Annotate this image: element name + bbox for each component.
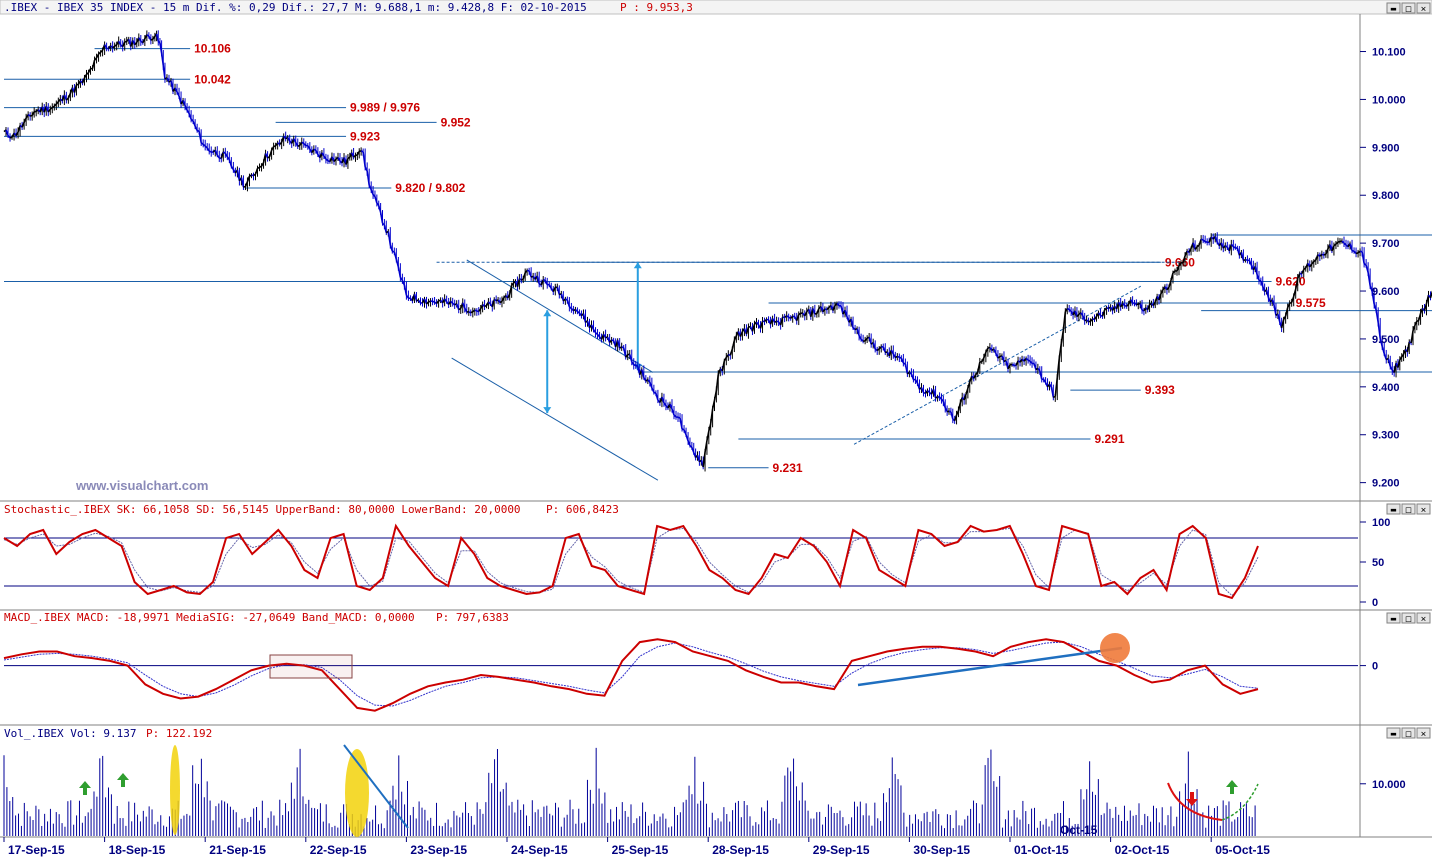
level-label: 10.106 <box>194 42 231 56</box>
volume-header-p: P: 122.192 <box>146 727 212 740</box>
date-tick-label: 25-Sep-15 <box>612 843 669 857</box>
watermark: www.visualchart.com <box>75 478 208 493</box>
date-tick-label: 24-Sep-15 <box>511 843 568 857</box>
price-tick-label: 9.600 <box>1372 286 1400 298</box>
macd-highlight-box <box>270 655 352 678</box>
window-button-glyph: ▬ <box>1391 730 1397 740</box>
price-tick-label: 10.100 <box>1372 47 1406 59</box>
date-tick-label: 05-Oct-15 <box>1215 843 1270 857</box>
level-label: 9.575 <box>1296 296 1326 310</box>
window-button-glyph: ▬ <box>1391 506 1397 516</box>
date-tick-label: 22-Sep-15 <box>310 843 367 857</box>
date-tick-label: 23-Sep-15 <box>410 843 467 857</box>
price-tick-label: 9.500 <box>1372 334 1400 346</box>
stochastic-tick-label: 100 <box>1372 517 1390 529</box>
macd-tick-label: 0 <box>1372 661 1378 673</box>
level-label: 9.952 <box>441 115 471 129</box>
macd-highlight-circle <box>1100 633 1130 663</box>
stochastic-tick-label: 0 <box>1372 597 1378 609</box>
price-tick-label: 9.700 <box>1372 238 1400 250</box>
volume-window-buttons[interactable]: ▬ □ ✕ <box>1387 728 1430 740</box>
oct-label: Oct-15 <box>1060 823 1098 837</box>
date-tick-label: 01-Oct-15 <box>1014 843 1069 857</box>
macd-window-buttons[interactable]: ▬ □ ✕ <box>1387 613 1430 625</box>
window-button-glyph: ✕ <box>1421 5 1426 15</box>
date-tick-label: 18-Sep-15 <box>109 843 166 857</box>
volume-header: Vol_.IBEX Vol: 9.137 <box>4 727 136 740</box>
date-tick-label: 02-Oct-15 <box>1115 843 1170 857</box>
macd-header-p: P: 797,6383 <box>436 611 509 624</box>
date-tick-label: 29-Sep-15 <box>813 843 870 857</box>
window-button-glyph: ▬ <box>1391 615 1397 625</box>
window-button-glyph: □ <box>1406 506 1412 516</box>
stochastic-header: Stochastic_.IBEX SK: 66,1058 SD: 56,5145… <box>4 503 521 516</box>
macd-header: MACD_.IBEX MACD: -18,9971 MediaSIG: -27,… <box>4 611 415 624</box>
level-label: 9.820 / 9.802 <box>395 181 465 195</box>
level-label: 9.393 <box>1145 383 1175 397</box>
window-button-glyph: □ <box>1406 730 1412 740</box>
price-tick-label: 9.200 <box>1372 478 1400 490</box>
window-button-glyph: □ <box>1406 615 1412 625</box>
price-tick-label: 9.400 <box>1372 382 1400 394</box>
level-label: 9.291 <box>1094 432 1124 446</box>
main-header-p: P : 9.953,3 <box>620 1 693 14</box>
stochastic-tick-label: 50 <box>1372 557 1384 569</box>
level-label: 9.231 <box>773 461 803 475</box>
price-tick-label: 9.800 <box>1372 190 1400 202</box>
stochastic-window-buttons[interactable]: ▬ □ ✕ <box>1387 504 1430 516</box>
volume-tick-label: 10.000 <box>1372 779 1406 791</box>
level-label: 9.923 <box>350 129 380 143</box>
date-tick-label: 28-Sep-15 <box>712 843 769 857</box>
main-header: .IBEX - IBEX 35 INDEX - 15 m Dif. %: 0,2… <box>4 1 587 14</box>
price-tick-label: 9.900 <box>1372 142 1400 154</box>
level-label: 10.042 <box>194 72 231 86</box>
level-label: 9.989 / 9.976 <box>350 101 420 115</box>
date-tick-label: 17-Sep-15 <box>8 843 65 857</box>
main-window-buttons[interactable]: ▬ □ ✕ <box>1387 3 1430 15</box>
date-tick-label: 30-Sep-15 <box>913 843 970 857</box>
window-button-glyph: ✕ <box>1421 506 1426 516</box>
price-tick-label: 10.000 <box>1372 94 1406 106</box>
window-button-glyph: □ <box>1406 5 1412 15</box>
window-button-glyph: ▬ <box>1391 5 1397 15</box>
volume-highlight <box>170 745 180 835</box>
date-tick-label: 21-Sep-15 <box>209 843 266 857</box>
window-button-glyph: ✕ <box>1421 730 1426 740</box>
price-tick-label: 9.300 <box>1372 430 1400 442</box>
window-button-glyph: ✕ <box>1421 615 1426 625</box>
stochastic-header-p: P: 606,8423 <box>546 503 619 516</box>
